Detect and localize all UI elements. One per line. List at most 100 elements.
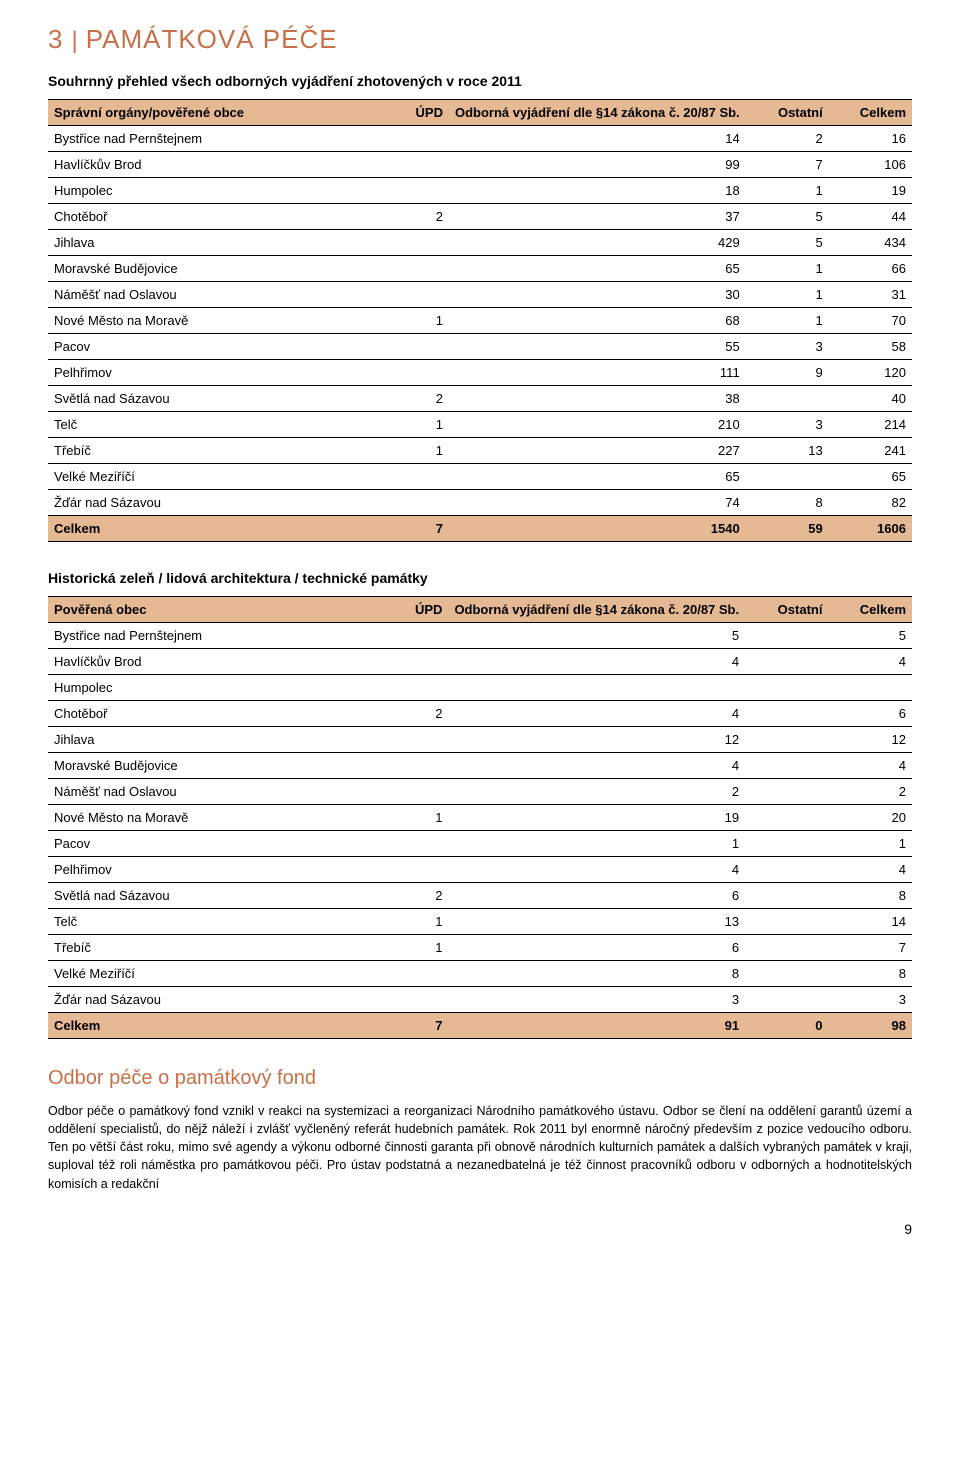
- summary-title: Souhrnný přehled všech odborných vyjádře…: [48, 73, 912, 89]
- cell-ost: [745, 779, 828, 805]
- cell-odb: 6: [448, 883, 745, 909]
- cell-name: Humpolec: [48, 675, 382, 701]
- cell-ost: [746, 386, 829, 412]
- cell-ost: [745, 961, 828, 987]
- total-upd: 7: [383, 516, 449, 542]
- total-label: Celkem: [48, 1013, 382, 1039]
- cell-upd: [382, 753, 448, 779]
- cell-name: Humpolec: [48, 178, 383, 204]
- cell-name: Jihlava: [48, 727, 382, 753]
- table-header-row: Správní orgány/pověřené obce ÚPD Odborná…: [48, 100, 912, 126]
- section-divider: |: [71, 27, 77, 55]
- total-upd: 7: [382, 1013, 448, 1039]
- cell-upd: 2: [382, 883, 448, 909]
- col-odb: Odborná vyjádření dle §14 zákona č. 20/8…: [449, 100, 746, 126]
- cell-name: Nové Město na Moravě: [48, 308, 383, 334]
- cell-ost: [745, 727, 828, 753]
- cell-ost: 9: [746, 360, 829, 386]
- table-row: Telč12103214: [48, 412, 912, 438]
- cell-cel: 20: [828, 805, 912, 831]
- cell-upd: [383, 282, 449, 308]
- table-row: Jihlava1212: [48, 727, 912, 753]
- cell-upd: 1: [383, 412, 449, 438]
- table-row: Havlíčkův Brod997106: [48, 152, 912, 178]
- table-row: Bystřice nad Pernštejnem55: [48, 623, 912, 649]
- cell-upd: [382, 649, 448, 675]
- cell-upd: [383, 126, 449, 152]
- cell-upd: 1: [383, 438, 449, 464]
- table2-title: Historická zeleň / lidová architektura /…: [48, 570, 912, 586]
- cell-ost: 2: [746, 126, 829, 152]
- cell-upd: [383, 178, 449, 204]
- summary-table: Správní orgány/pověřené obce ÚPD Odborná…: [48, 99, 912, 542]
- cell-cel: [828, 675, 912, 701]
- table-row: Moravské Budějovice44: [48, 753, 912, 779]
- cell-odb: 429: [449, 230, 746, 256]
- cell-name: Telč: [48, 909, 382, 935]
- cell-ost: [745, 623, 828, 649]
- table-row: Žďár nad Sázavou33: [48, 987, 912, 1013]
- table-row: Pacov55358: [48, 334, 912, 360]
- cell-odb: 4: [448, 857, 745, 883]
- cell-odb: 210: [449, 412, 746, 438]
- section-title: PAMÁTKOVÁ PÉČE: [86, 24, 338, 55]
- table-total-row: Celkem 7 1540 59 1606: [48, 516, 912, 542]
- cell-odb: 5: [448, 623, 745, 649]
- cell-ost: 8: [746, 490, 829, 516]
- cell-cel: 65: [829, 464, 912, 490]
- col-cel: Celkem: [828, 597, 912, 623]
- cell-odb: 65: [449, 464, 746, 490]
- cell-upd: 1: [382, 935, 448, 961]
- cell-cel: 14: [828, 909, 912, 935]
- table-row: Moravské Budějovice65166: [48, 256, 912, 282]
- table-row: Velké Meziříčí 65 65: [48, 464, 912, 490]
- cell-upd: 2: [383, 386, 449, 412]
- cell-upd: [383, 464, 449, 490]
- odbor-title: Odbor péče o památkový fond: [48, 1067, 912, 1090]
- cell-odb: 30: [449, 282, 746, 308]
- cell-ost: [745, 831, 828, 857]
- cell-upd: [382, 857, 448, 883]
- table-row: Telč11314: [48, 909, 912, 935]
- cell-odb: [448, 675, 745, 701]
- table-row: Náměšť nad Oslavou22: [48, 779, 912, 805]
- cell-name: Žďár nad Sázavou: [48, 490, 383, 516]
- cell-name: Chotěboř: [48, 204, 383, 230]
- cell-ost: 1: [746, 282, 829, 308]
- cell-upd: [383, 256, 449, 282]
- cell-ost: [745, 649, 828, 675]
- cell-ost: [745, 987, 828, 1013]
- section-number: 3: [48, 24, 63, 55]
- cell-cel: 1: [828, 831, 912, 857]
- cell-upd: 2: [382, 701, 448, 727]
- col-spravni: Správní orgány/pověřené obce: [48, 100, 383, 126]
- cell-cel: 3: [828, 987, 912, 1013]
- cell-odb: 55: [449, 334, 746, 360]
- cell-name: Náměšť nad Oslavou: [48, 282, 383, 308]
- cell-odb: 37: [449, 204, 746, 230]
- cell-upd: [382, 831, 448, 857]
- col-ost: Ostatní: [745, 597, 828, 623]
- cell-upd: [383, 334, 449, 360]
- cell-name: Pelhřimov: [48, 360, 383, 386]
- cell-cel: 4: [828, 857, 912, 883]
- cell-name: Třebíč: [48, 438, 383, 464]
- total-ost: 59: [746, 516, 829, 542]
- cell-upd: 1: [383, 308, 449, 334]
- cell-name: Velké Meziříčí: [48, 464, 383, 490]
- cell-odb: 74: [449, 490, 746, 516]
- table-row: Jihlava4295434: [48, 230, 912, 256]
- cell-name: Moravské Budějovice: [48, 753, 382, 779]
- cell-ost: 13: [746, 438, 829, 464]
- table-row: Pelhřimov44: [48, 857, 912, 883]
- cell-odb: 3: [448, 987, 745, 1013]
- col-upd: ÚPD: [383, 100, 449, 126]
- cell-upd: [382, 727, 448, 753]
- cell-upd: 2: [383, 204, 449, 230]
- cell-name: Moravské Budějovice: [48, 256, 383, 282]
- cell-ost: 7: [746, 152, 829, 178]
- cell-odb: 4: [448, 701, 745, 727]
- cell-odb: 38: [449, 386, 746, 412]
- cell-name: Náměšť nad Oslavou: [48, 779, 382, 805]
- cell-name: Pacov: [48, 831, 382, 857]
